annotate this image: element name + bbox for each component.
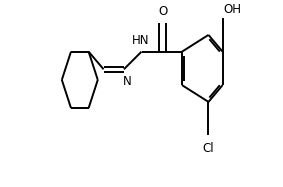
Text: HN: HN bbox=[132, 34, 149, 47]
Text: N: N bbox=[123, 75, 131, 88]
Text: OH: OH bbox=[224, 2, 241, 16]
Text: Cl: Cl bbox=[203, 142, 214, 155]
Text: O: O bbox=[158, 5, 167, 18]
